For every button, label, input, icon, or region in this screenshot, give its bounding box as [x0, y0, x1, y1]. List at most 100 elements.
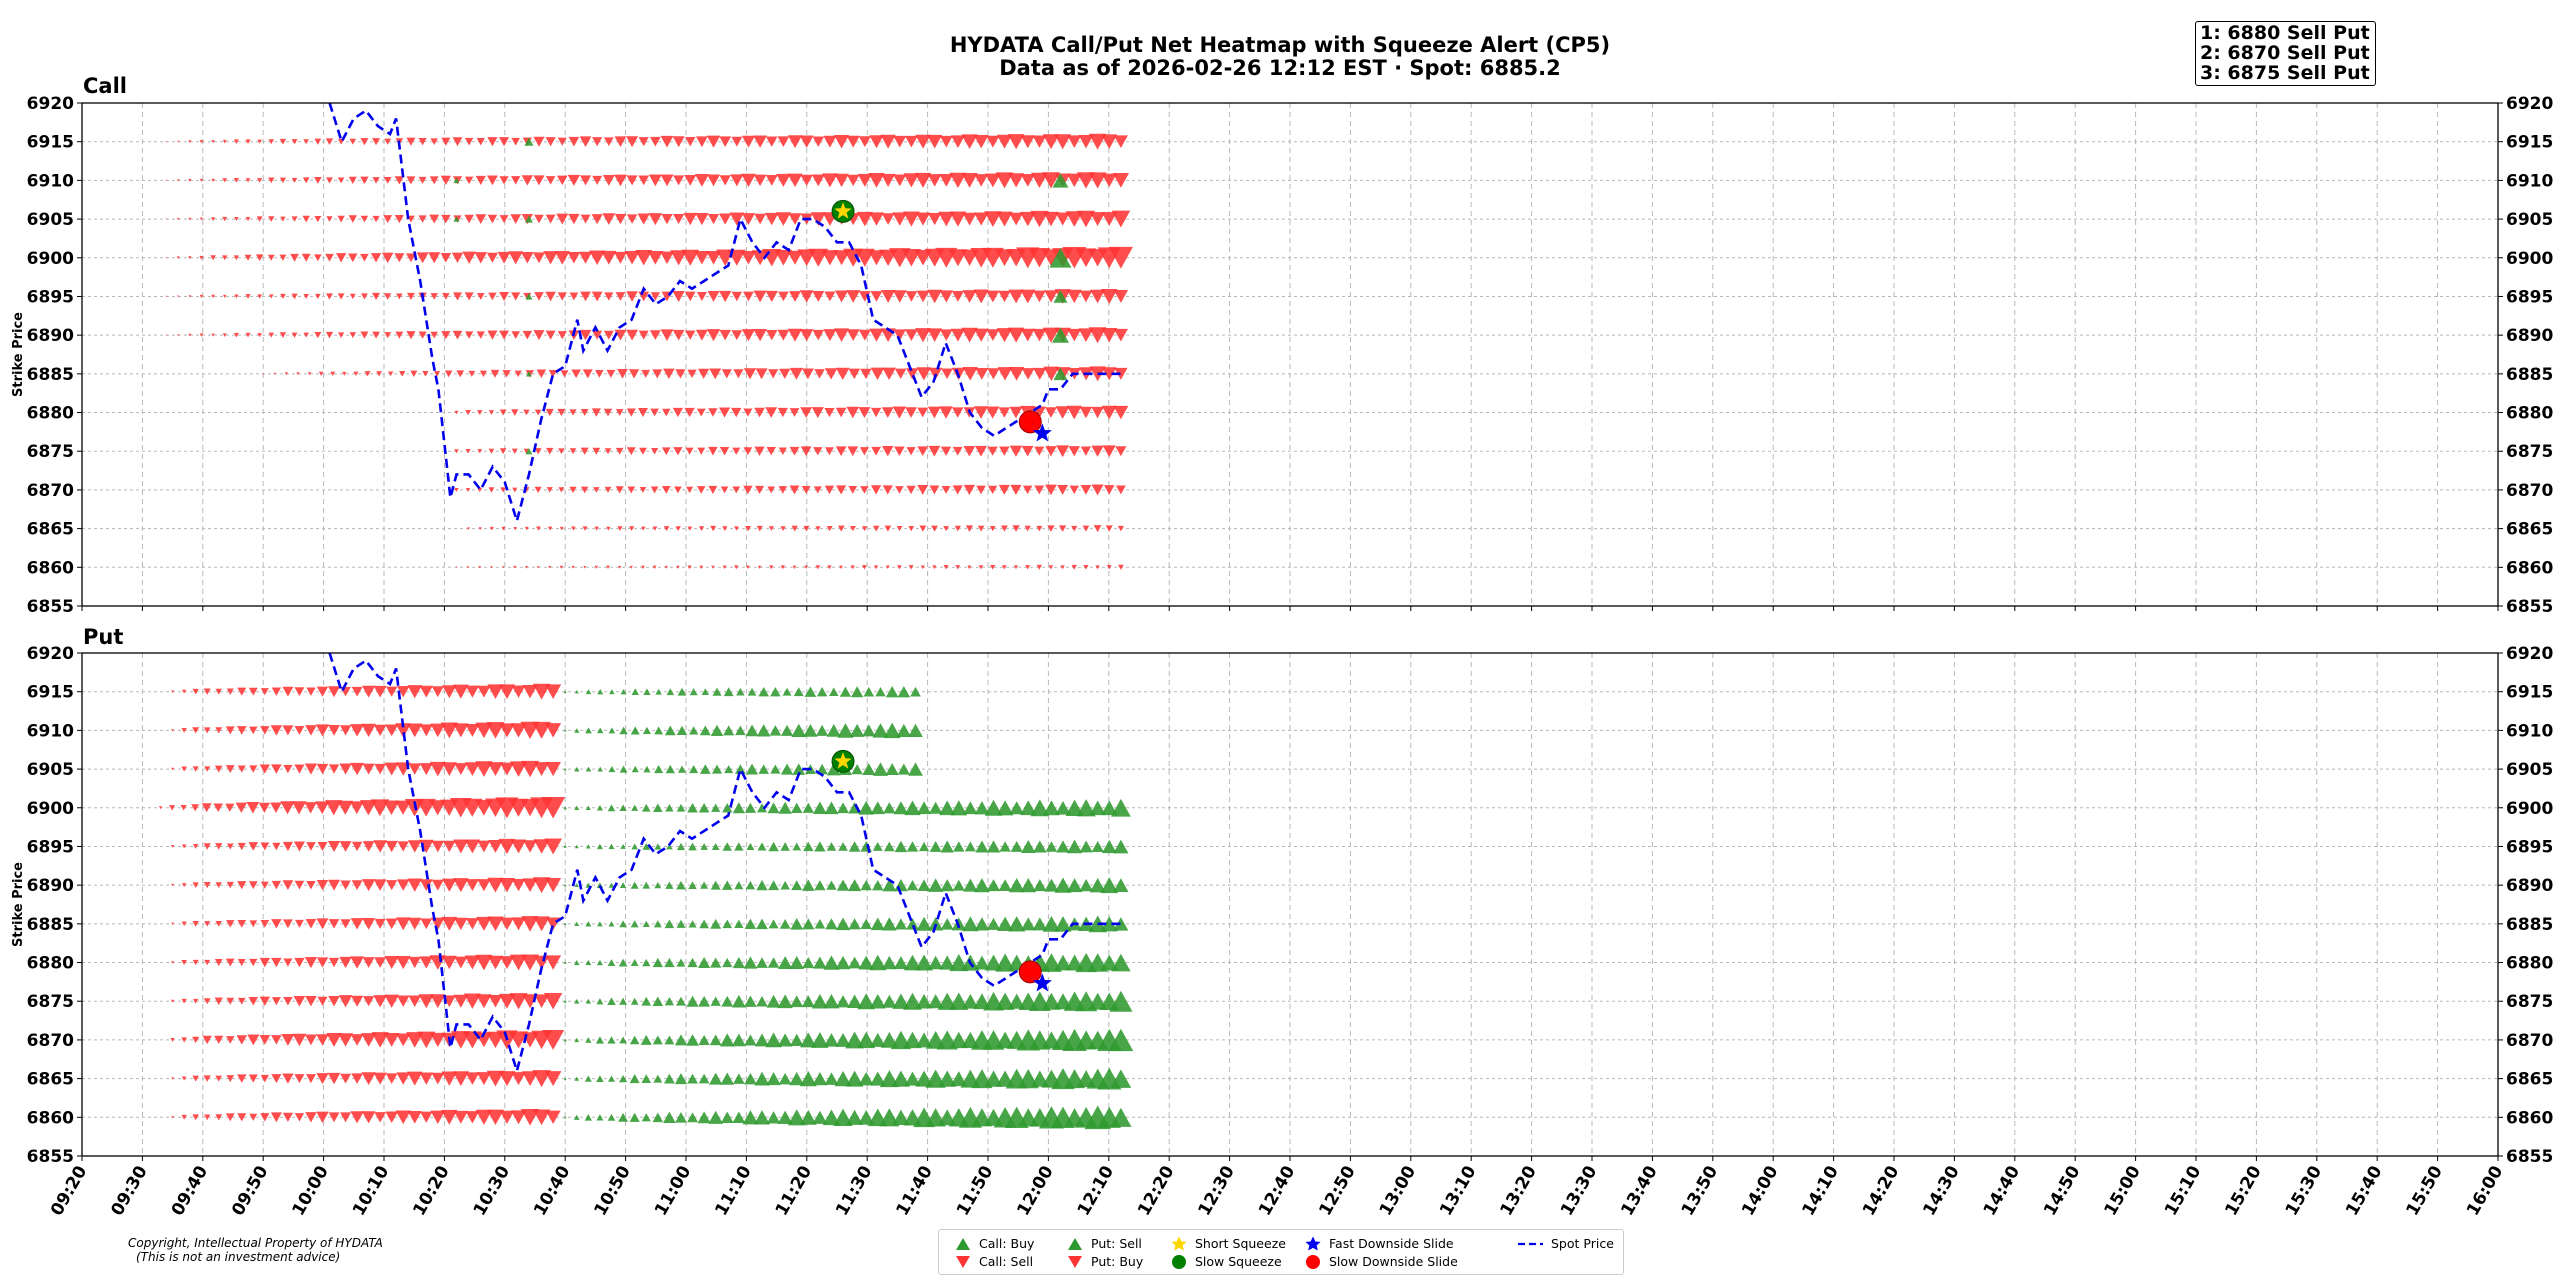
call-sell-marker [1088, 327, 1107, 344]
put-buy-marker [463, 993, 481, 1009]
call-sell-marker [685, 137, 696, 147]
call-sell-marker [451, 252, 464, 263]
put-sell-marker [881, 955, 897, 970]
put-sell-marker [849, 723, 865, 737]
call-sell-marker [444, 370, 453, 378]
put-sell-marker [870, 917, 885, 931]
call-sell-marker [307, 372, 312, 376]
call-sell-marker [165, 334, 168, 336]
put-sell-marker [790, 802, 803, 813]
put-buy-marker [443, 840, 456, 853]
call-sell-marker [965, 525, 974, 532]
call-sell-marker [255, 254, 264, 262]
call-sell-marker [637, 408, 648, 418]
put-buy-marker [361, 1033, 377, 1047]
put-buy-marker [419, 956, 434, 969]
put-sell-marker [1020, 800, 1037, 816]
call-sell-marker [939, 406, 953, 419]
put-buy-marker [396, 917, 411, 931]
put-buy-marker [521, 1071, 539, 1086]
put-sell-marker [619, 882, 627, 889]
put-sell-marker [687, 803, 698, 813]
call-sell-marker [533, 136, 545, 147]
xtick-label: 13:10 [1436, 1162, 1480, 1219]
call-sell-marker [615, 292, 626, 301]
put-sell-marker [642, 958, 651, 967]
put-sell-marker [777, 1033, 793, 1047]
call-sell-marker [442, 293, 450, 300]
put-sell-marker [736, 687, 745, 696]
call-sell-marker [1009, 445, 1023, 457]
call-sell-marker [188, 140, 192, 144]
call-sell-marker [788, 213, 802, 225]
put-buy-marker [487, 955, 504, 970]
call-sell-marker [199, 178, 204, 182]
call-sell-marker [892, 406, 907, 419]
put-buy-marker [260, 688, 269, 696]
put-sell-marker [677, 687, 687, 696]
call-sell-marker [514, 370, 522, 378]
call-sell-marker [462, 251, 476, 264]
put-buy-marker [192, 766, 199, 772]
call-sell-marker [433, 371, 441, 377]
put-sell-marker [687, 1073, 698, 1084]
call-sell-marker [314, 332, 322, 339]
put-sell-marker [791, 880, 803, 891]
put-sell-marker [950, 800, 968, 816]
call-sell-marker [766, 447, 776, 456]
call-sell-marker [1079, 406, 1093, 419]
call-sell-marker [280, 216, 286, 222]
call-sell-marker [635, 250, 653, 266]
call-sell-marker [789, 291, 802, 302]
put-ytick-label: 6860 [27, 1108, 74, 1128]
call-sell-marker [916, 290, 930, 303]
put-sell-marker [780, 724, 794, 736]
call-sell-marker [835, 446, 847, 457]
call-sell-marker [1055, 212, 1070, 226]
call-sell-marker [880, 173, 896, 187]
call-sell-marker [931, 525, 938, 532]
call-sell-marker [165, 141, 168, 143]
call-sell-marker [222, 216, 228, 222]
call-sell-marker [291, 293, 298, 300]
put-sell-marker [664, 919, 675, 929]
call-sell-marker [885, 565, 890, 570]
call-sell-marker [199, 333, 204, 337]
call-sell-marker [672, 407, 684, 418]
call-sell-marker [591, 408, 601, 417]
put-sell-marker [940, 840, 954, 853]
call-sell-marker [848, 368, 861, 380]
put-buy-marker [441, 1109, 458, 1125]
put-buy-marker [453, 994, 469, 1008]
put-buy-marker [373, 685, 387, 698]
call-sell-marker [732, 486, 741, 494]
put-buy-marker [408, 995, 422, 1007]
call-sell-marker [789, 485, 800, 495]
put-ytick-label: 6910 [27, 721, 74, 741]
call-ytick-label: 6915 [27, 133, 74, 153]
put-buy-marker [328, 725, 340, 736]
call-sell-marker [479, 370, 488, 378]
call-sell-marker [454, 410, 459, 415]
call-sell-marker [188, 333, 192, 337]
put-sell-marker [838, 842, 848, 851]
put-sell-marker [1109, 990, 1133, 1012]
call-sell-marker [869, 328, 884, 342]
chart-title: HYDATA Call/Put Net Heatmap with Squeeze… [949, 33, 1611, 57]
call-sell-marker [500, 487, 506, 493]
put-sell-marker [585, 998, 592, 1004]
put-sell-marker [619, 997, 628, 1005]
call-sell-marker [302, 177, 310, 184]
call-sell-marker [905, 291, 918, 302]
xtick-label: 15:20 [2221, 1162, 2265, 1219]
put-sell-marker [823, 994, 840, 1009]
call-sell-marker [755, 368, 768, 380]
put-buy-marker [520, 1109, 540, 1126]
put-buy-marker [431, 840, 445, 853]
put-sell-marker [596, 843, 603, 850]
put-buy-marker [226, 843, 234, 850]
put-sell-marker [1066, 878, 1083, 893]
call-sell-marker [1048, 565, 1054, 570]
call-sell-marker [660, 329, 674, 341]
put-buy-marker [454, 917, 468, 931]
